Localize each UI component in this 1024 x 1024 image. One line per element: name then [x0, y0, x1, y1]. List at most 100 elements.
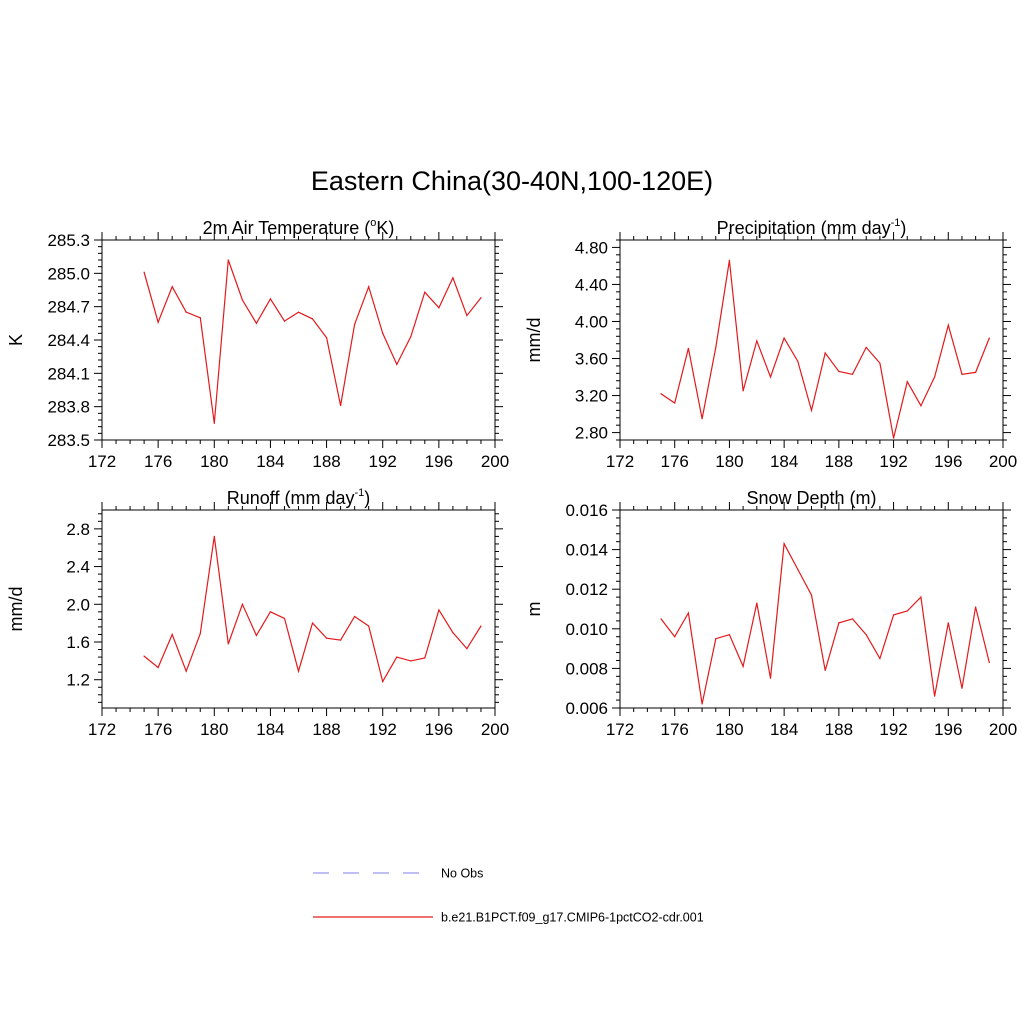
data-point	[934, 695, 936, 697]
data-point	[340, 404, 342, 407]
data-point	[824, 352, 826, 354]
x-tick-label: 180	[200, 452, 228, 471]
data-point	[865, 346, 867, 349]
data-point	[410, 336, 412, 338]
data-point	[368, 286, 370, 288]
data-point	[269, 611, 272, 613]
data-point	[715, 638, 717, 640]
data-point	[810, 409, 813, 411]
data-point	[199, 317, 201, 319]
data-point	[255, 322, 257, 324]
data-point	[410, 660, 412, 662]
data-point	[660, 393, 662, 395]
data-point	[185, 670, 187, 672]
y-tick-label: 285.3	[47, 231, 90, 250]
data-point	[171, 286, 173, 288]
x-tick-label: 176	[661, 720, 689, 739]
x-tick-label: 200	[989, 720, 1017, 739]
series-line	[143, 259, 482, 424]
data-point	[325, 337, 328, 339]
data-point	[769, 677, 772, 679]
x-tick-label: 180	[715, 452, 743, 471]
chart-panels: 2m Air Temperature (oK) K 172 176 180 184 188 1…	[6, 217, 1017, 739]
y-tick-label: 284.7	[47, 298, 90, 317]
y-tick-label: 285.0	[47, 264, 90, 283]
data-point	[297, 311, 300, 313]
data-point	[879, 362, 881, 364]
data-point	[920, 596, 922, 598]
legend: No Obs b.e21.B1PCT.f09_g17.CMIP6-1pctCO2…	[313, 867, 704, 925]
x-tick-label: 172	[606, 452, 634, 471]
series-line	[143, 536, 482, 684]
x-tick-label: 180	[200, 720, 228, 739]
data-point	[797, 568, 799, 571]
data-point	[988, 337, 990, 339]
x-tick-label: 172	[606, 720, 634, 739]
y-tick-label: 0.012	[565, 580, 608, 599]
data-point	[920, 405, 922, 407]
data-point	[466, 648, 468, 650]
data-point	[311, 622, 314, 624]
data-point	[241, 299, 243, 301]
data-point	[466, 314, 468, 317]
data-point	[424, 657, 426, 659]
x-tick-label: 184	[770, 720, 798, 739]
data-point	[241, 603, 243, 605]
data-point	[382, 681, 384, 683]
data-point	[325, 637, 328, 639]
data-point	[851, 373, 854, 375]
x-tick-label: 188	[312, 452, 340, 471]
data-point	[975, 606, 977, 608]
y-tick-label: 0.014	[565, 541, 608, 560]
panel-title: Precipitation (mm day-1)	[717, 217, 907, 238]
y-axis-label: K	[6, 334, 26, 346]
y-tick-label: 3.20	[575, 387, 608, 406]
panel-title: 2m Air Temperature (oK)	[203, 217, 395, 238]
data-point	[810, 594, 813, 596]
y-tick-label: 283.8	[47, 398, 90, 417]
x-tick-label: 184	[256, 452, 284, 471]
data-point	[756, 602, 758, 604]
y-tick-label: 2.0	[66, 595, 90, 614]
data-point	[879, 657, 881, 660]
data-point	[227, 259, 229, 261]
x-tick-label: 180	[715, 720, 743, 739]
data-point	[947, 324, 949, 326]
data-point	[824, 669, 826, 671]
data-point	[157, 321, 159, 323]
data-point	[255, 634, 257, 637]
x-tick-label: 184	[256, 720, 284, 739]
panel-title: Runoff (mm day-1)	[227, 487, 371, 508]
x-tick-label: 188	[825, 452, 853, 471]
data-point	[311, 318, 314, 320]
x-tick-label: 192	[879, 452, 907, 471]
chart-panel-1: 2m Air Temperature (oK) K 172 176 180 184 188 1…	[6, 217, 509, 471]
data-point	[143, 655, 145, 657]
series-line	[660, 260, 990, 439]
data-point	[396, 363, 398, 366]
chart-panel-4: Snow Depth (m) m 172 176 180 184 188 192 196 200 0…	[524, 488, 1017, 739]
data-point	[687, 612, 689, 614]
y-tick-label: 0.010	[565, 620, 608, 639]
data-point	[199, 632, 201, 635]
data-point	[838, 622, 840, 624]
data-point	[756, 340, 758, 342]
data-point	[892, 437, 895, 439]
y-tick-label: 3.60	[575, 350, 608, 369]
legend-model-label: b.e21.B1PCT.f09_g17.CMIP6-1pctCO2-cdr.00…	[441, 911, 704, 925]
data-point	[783, 337, 785, 339]
y-tick-label: 283.5	[47, 431, 90, 450]
data-point	[424, 291, 426, 293]
legend-obs-label: No Obs	[441, 867, 483, 881]
y-axis-label: mm/d	[524, 318, 544, 363]
x-tick-label: 188	[312, 720, 340, 739]
data-point	[382, 332, 384, 334]
data-point	[851, 618, 854, 620]
x-tick-label: 196	[425, 452, 453, 471]
data-point	[269, 298, 272, 300]
x-tick-label: 192	[879, 720, 907, 739]
data-point	[797, 360, 799, 362]
data-point	[715, 346, 717, 349]
data-point	[354, 615, 356, 618]
x-tick-label: 200	[481, 452, 509, 471]
